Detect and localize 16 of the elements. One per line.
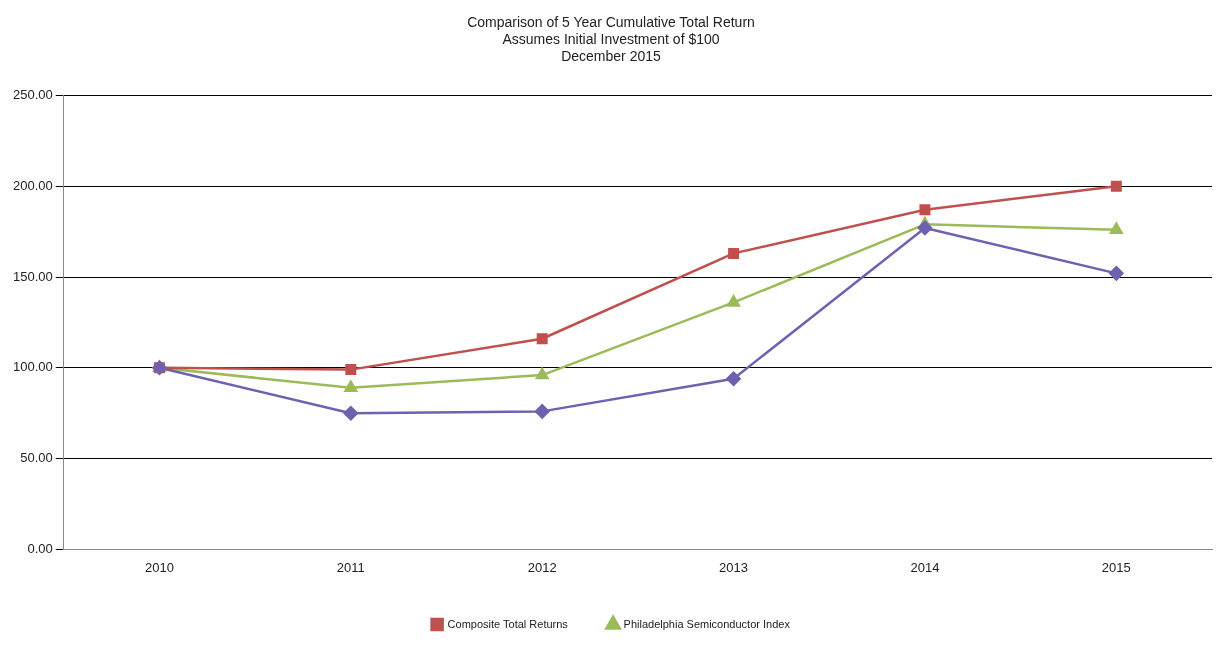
x-tick-label: 2015 bbox=[1101, 559, 1131, 575]
y-tick-label: 100.00 bbox=[13, 359, 53, 375]
chart-title: Comparison of 5 Year Cumulative Total Return bbox=[467, 14, 755, 31]
x-tick-label: 2014 bbox=[910, 559, 940, 575]
x-tick-label: 2010 bbox=[144, 559, 174, 575]
y-tick-label: 200.00 bbox=[13, 177, 53, 193]
x-tick-label: 2012 bbox=[527, 559, 557, 575]
chart-subtitle: Assumes Initial Investment of $100 December 2015 bbox=[502, 31, 720, 64]
legend-label: Composite Total Returns bbox=[447, 617, 569, 630]
y-tick-label: 150.00 bbox=[13, 268, 53, 284]
y-tick-label: 250.00 bbox=[13, 86, 53, 102]
x-tick-label: 2013 bbox=[719, 559, 749, 575]
y-tick-label: 50.00 bbox=[20, 450, 53, 466]
x-tick-label: 2011 bbox=[336, 559, 365, 575]
y-tick-label: 0.00 bbox=[27, 540, 53, 556]
legend-label: Philadelphia Semiconductor Index bbox=[623, 617, 791, 630]
